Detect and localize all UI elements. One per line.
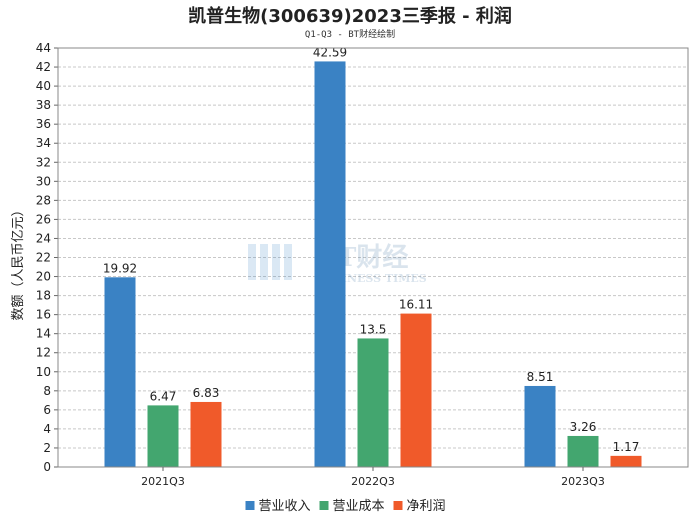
bar <box>357 338 389 467</box>
axes: 0246810121416182022242628303234363840424… <box>36 41 689 488</box>
bar <box>524 385 556 467</box>
legend-label: 营业收入 <box>259 499 311 514</box>
y-tick-label: 20 <box>36 270 51 284</box>
legend-swatch <box>245 501 255 510</box>
y-tick-label: 34 <box>36 136 51 150</box>
gridlines <box>58 47 688 449</box>
bar-value-label: 3.26 <box>570 420 597 434</box>
x-tick-label: 2021Q3 <box>141 475 185 488</box>
bars: 19.92 6.47 6.83 42.59 13.5 16.11 8.51 3.26 1.17 <box>103 45 642 468</box>
bar-value-label: 8.51 <box>527 370 554 384</box>
x-tick-label: 2023Q3 <box>561 475 605 488</box>
bar-value-label: 6.47 <box>150 389 177 403</box>
y-tick-label: 30 <box>36 174 51 188</box>
y-tick-label: 16 <box>36 308 51 322</box>
y-tick-label: 38 <box>36 98 51 112</box>
legend-label: 营业成本 <box>333 499 385 514</box>
y-tick-label: 22 <box>36 251 51 265</box>
bar <box>147 405 179 467</box>
bar-value-label: 6.83 <box>193 386 220 400</box>
y-tick-label: 0 <box>43 460 51 474</box>
bar-value-label: 42.59 <box>313 45 347 59</box>
y-tick-label: 12 <box>36 346 51 360</box>
y-tick-label: 42 <box>36 60 51 74</box>
watermark-logo-bar <box>248 244 256 280</box>
y-tick-label: 8 <box>43 384 51 398</box>
y-axis-label: 数额（人民币亿元） <box>11 203 26 320</box>
y-tick-label: 28 <box>36 193 51 207</box>
legend-swatch <box>393 501 403 510</box>
bar-value-label: 13.5 <box>360 322 387 336</box>
bar <box>610 455 642 467</box>
bar <box>400 313 432 467</box>
bar-value-label: 16.11 <box>399 298 433 312</box>
y-tick-label: 24 <box>36 231 51 245</box>
bar-value-label: 19.92 <box>103 261 137 275</box>
y-tick-label: 2 <box>43 441 51 455</box>
bar <box>190 401 222 467</box>
chart-title: 凯普生物(300639)2023三季报 - 利润 <box>188 6 512 27</box>
y-tick-label: 44 <box>36 41 51 55</box>
y-tick-label: 4 <box>43 422 51 436</box>
y-tick-label: 40 <box>36 79 51 93</box>
y-tick-label: 32 <box>36 155 51 169</box>
legend: 营业收入 营业成本 净利润 <box>245 499 446 514</box>
bar <box>314 61 346 468</box>
watermark-logo-bar <box>272 244 280 280</box>
bar <box>104 277 136 467</box>
y-tick-label: 26 <box>36 212 51 226</box>
legend-label: 净利润 <box>407 499 446 514</box>
watermark-logo-bar <box>260 244 268 280</box>
y-tick-label: 6 <box>43 403 51 417</box>
legend-swatch <box>319 501 329 510</box>
bar <box>567 435 599 467</box>
watermark-logo-bar <box>284 244 292 280</box>
bar-value-label: 1.17 <box>613 440 640 454</box>
y-tick-label: 14 <box>36 327 51 341</box>
y-tick-label: 18 <box>36 289 51 303</box>
y-tick-label: 10 <box>36 365 51 379</box>
x-tick-label: 2022Q3 <box>351 475 395 488</box>
y-tick-label: 36 <box>36 117 51 131</box>
chart-subtitle: Q1-Q3 - BT财经绘制 <box>304 30 396 40</box>
